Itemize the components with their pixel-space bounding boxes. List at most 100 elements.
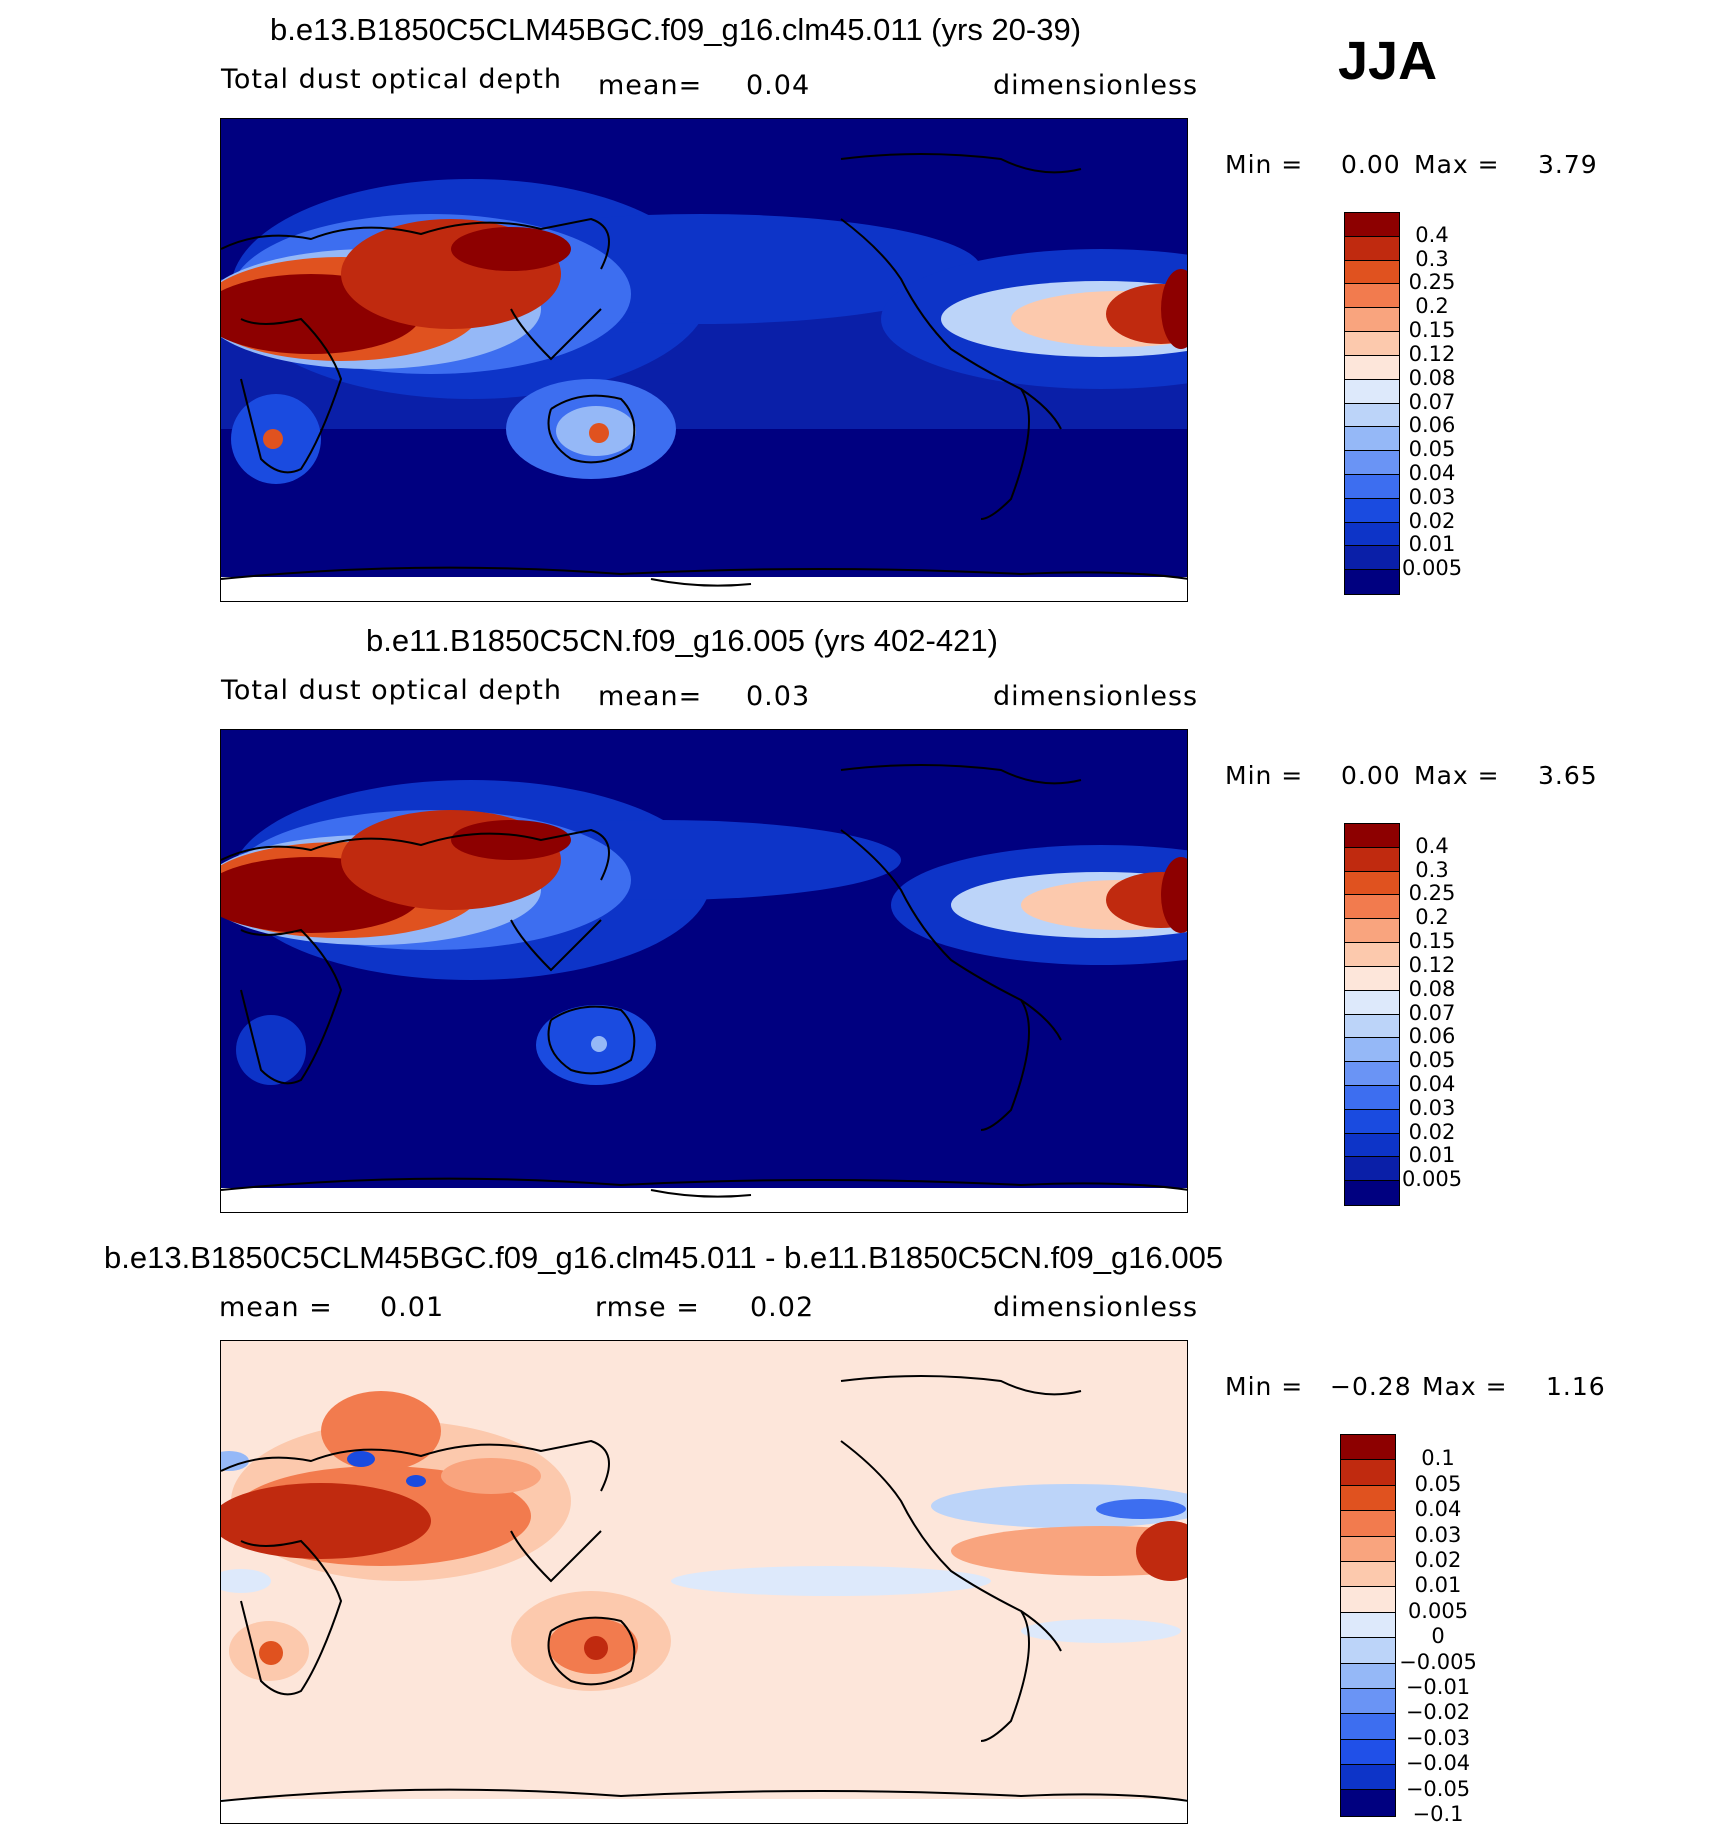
colorbar-level-label: 0.2 [1415,294,1449,319]
taklimakan-dust [451,227,571,271]
colorbar-swatch [1345,1109,1399,1134]
colorbar-level-label: 0.02 [1408,508,1456,533]
colorbar-swatch [1341,1485,1395,1512]
colorbar-level-label: 0.005 [1407,1598,1469,1623]
panel2-mean-value: 0.03 [746,681,811,712]
colorbar-level-label: −0.03 [1405,1725,1471,1750]
southern-africa-dust [236,1015,306,1085]
colorbar-swatch [1345,427,1399,452]
panel3-min-value: −0.28 [1330,1372,1412,1401]
colorbar-level-label: 0.15 [1408,318,1456,343]
colorbar-level-label: 0.25 [1408,270,1456,295]
colorbar-swatch [1345,236,1399,261]
taklimakan-dust [451,820,571,860]
panel1-mean-label: mean= [598,70,703,101]
colorbar-level-label: 0.2 [1415,905,1449,930]
colorbar-level-label: −0.1 [1412,1802,1464,1826]
colorbar-swatch [1341,1536,1395,1562]
colorbar-level-label: −0.04 [1405,1751,1471,1776]
coastlines [221,764,1187,1198]
colorbar-swatch [1345,1014,1399,1039]
colorbar-swatch [1345,847,1399,872]
colorbar-level-label: 0.04 [1408,460,1456,485]
panel3-colorbar [1340,1434,1396,1817]
panel2-variable: Total dust optical depth [221,675,562,706]
colorbar-level-label: 0.4 [1415,222,1449,247]
panel1-min-label: Min = [1225,150,1304,179]
colorbar-swatch [1345,1157,1399,1182]
colorbar-swatch [1341,1688,1395,1715]
colorbar-swatch [1341,1511,1395,1537]
colorbar-swatch [1345,308,1399,333]
colorbar-level-label: 0.3 [1415,857,1449,882]
central-asia-increase [321,1391,441,1471]
australia-dust-core [589,423,609,443]
colorbar-swatch [1345,474,1399,499]
panel1-units: dimensionless [993,70,1199,101]
missing-data-band [221,1799,1187,1823]
equatorial-pacific-decrease [671,1566,991,1596]
colorbar-swatch [1345,284,1399,309]
colorbar-swatch [1345,895,1399,920]
colorbar-swatch [1345,522,1399,547]
colorbar-swatch [1345,332,1399,356]
panel3-rmse-value: 0.02 [750,1292,815,1323]
missing-data-band [221,1188,1187,1212]
colorbar-swatch [1341,1739,1395,1766]
colorbar-swatch [1345,403,1399,428]
colorbar-level-label: 0.05 [1408,1048,1456,1073]
colorbar-level-label: 0 [1431,1624,1445,1649]
panel3-max-value: 1.16 [1546,1372,1606,1401]
panel3-mean-label: mean = [219,1292,333,1323]
panel2-title: b.e11.B1850C5CN.f09_g16.005 (yrs 402-421… [366,623,998,658]
colorbar-level-label: 0.12 [1408,341,1456,366]
panel1-map [220,118,1188,602]
colorbar-level-label: 0.07 [1408,1000,1456,1025]
colorbar-level-label: −0.02 [1405,1700,1471,1725]
panel1-max-value: 3.79 [1538,150,1598,179]
colorbar-swatch [1341,1460,1395,1486]
australia-increase-core [584,1636,608,1660]
colorbar-swatch [1345,213,1399,237]
colorbar-swatch [1345,260,1399,285]
colorbar-level-label: −0.05 [1405,1776,1471,1801]
colorbar-level-label: 0.25 [1408,881,1456,906]
colorbar-swatch [1345,1085,1399,1110]
panel3-min-label: Min = [1225,1372,1304,1401]
colorbar-swatch [1341,1765,1395,1791]
panel3-units: dimensionless [993,1292,1199,1323]
panel2-map [220,729,1188,1213]
colorbar-level-label: −0.005 [1399,1649,1477,1674]
colorbar-swatch [1345,451,1399,475]
coastlines [221,153,1187,587]
coastlines [221,1375,1187,1802]
colorbar-level-label: 0.12 [1408,952,1456,977]
colorbar-swatch [1345,1181,1399,1205]
colorbar-level-label: 0.05 [1408,437,1456,462]
colorbar-level-label: 0.01 [1414,1573,1462,1598]
colorbar-level-label: 0.03 [1414,1522,1462,1547]
missing-data-band [221,577,1187,601]
colorbar-swatch [1345,355,1399,380]
colorbar-level-label: 0.06 [1408,413,1456,438]
colorbar-swatch [1345,1133,1399,1158]
colorbar-level-label: 0.02 [1414,1548,1462,1572]
colorbar-level-label: 0.005 [1401,1167,1463,1192]
colorbar-swatch [1345,1038,1399,1063]
colorbar-swatch [1345,990,1399,1015]
panel1-min-value: 0.00 [1341,150,1401,179]
colorbar-swatch [1345,379,1399,404]
panel3-mean-value: 0.01 [380,1292,445,1323]
colorbar-swatch [1345,824,1399,848]
colorbar-swatch [1345,943,1399,967]
colorbar-level-label: 0.04 [1414,1497,1462,1522]
season-label: JJA [1338,31,1438,91]
colorbar-level-label: 0.005 [1401,556,1463,581]
colorbar-swatch [1341,1714,1395,1740]
panel2-colorbar [1344,823,1400,1206]
colorbar-level-label: 0.02 [1408,1119,1456,1144]
colorbar-swatch [1341,1561,1395,1588]
panel3-map [220,1340,1188,1824]
colorbar-level-label: −0.01 [1405,1675,1471,1699]
colorbar-level-label: 0.15 [1408,929,1456,954]
